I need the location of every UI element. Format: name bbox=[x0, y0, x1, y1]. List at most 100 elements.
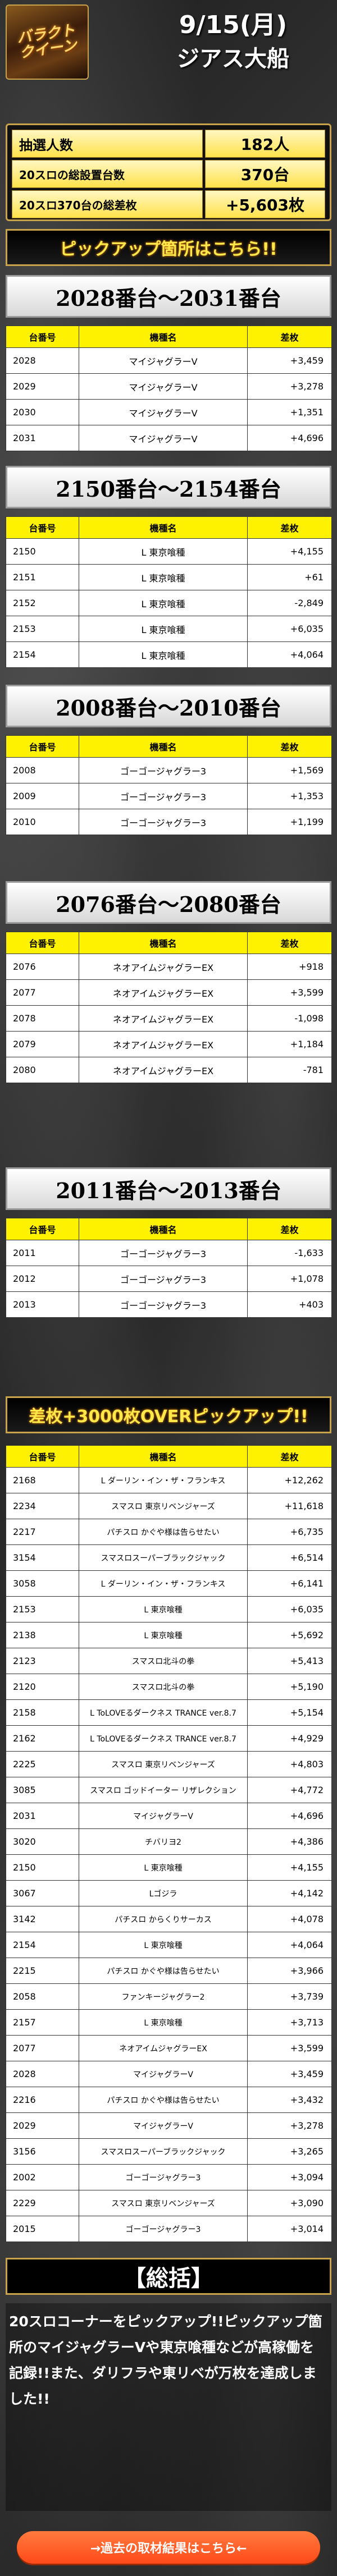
past-results-link[interactable]: →過去の取材結果はこちら← bbox=[17, 2531, 320, 2564]
summary-label: 20スロ370台の総差枚 bbox=[12, 190, 203, 218]
cell-machine: スマスロ ゴッドイーター リザレクション bbox=[79, 1777, 248, 1803]
cell-num: 2152 bbox=[6, 590, 79, 616]
header-diff: 差枚 bbox=[247, 516, 332, 539]
table-row: 2216 パチスロ かぐや様は告らせたい +3,432 bbox=[6, 2087, 332, 2113]
header-machine: 機種名 bbox=[79, 735, 248, 758]
cell-machine: ファンキージャグラー2 bbox=[79, 1983, 248, 2010]
cell-num: 2157 bbox=[6, 2009, 79, 2036]
cell-diff: +4,696 bbox=[247, 425, 332, 451]
cell-machine: L 東京喰種 bbox=[79, 1596, 248, 1622]
table-row: 2079 ネオアイムジャグラーEX +1,184 bbox=[6, 1031, 332, 1057]
table-row: 2015 ゴーゴージャグラー3 +3,014 bbox=[6, 2216, 332, 2242]
cell-machine: ネオアイムジャグラーEX bbox=[79, 1057, 248, 1083]
cell-diff: +1,184 bbox=[247, 1031, 332, 1057]
cell-diff: +6,735 bbox=[247, 1519, 332, 1545]
conclusion-text: 20スロコーナーをピックアップ!!ピックアップ箇所のマイジャグラーVや東京喰種な… bbox=[6, 2303, 331, 2511]
cell-diff: -2,849 bbox=[247, 590, 332, 616]
table-row: 2010 ゴーゴージャグラー3 +1,199 bbox=[6, 809, 332, 835]
table-header-row: 台番号 機種名 差枚 bbox=[6, 1218, 332, 1240]
cell-machine: L 東京喰種 bbox=[79, 641, 248, 668]
table-header-row: 台番号 機種名 差枚 bbox=[6, 1445, 332, 1468]
section-title: 2028番台～2031番台 bbox=[6, 275, 331, 318]
table-row: 2153 L 東京喰種 +6,035 bbox=[6, 616, 332, 642]
header-num: 台番号 bbox=[6, 932, 79, 954]
summary-box: 抽選人数 182人 20スロの総設置台数 370台 20スロ370台の総差枚 +… bbox=[6, 123, 331, 221]
cell-num: 2153 bbox=[6, 616, 79, 642]
section-table: 台番号 機種名 差枚 2011 ゴーゴージャグラー3 -1,633 2012 ゴーゴージャグラ… bbox=[6, 1218, 332, 1318]
cell-num: 2150 bbox=[6, 538, 79, 565]
table-row: 3067 Lゴジラ +4,142 bbox=[6, 1880, 332, 1906]
table-row: 3154 スマスロスーパーブラックジャック +6,514 bbox=[6, 1544, 332, 1571]
over-3000-banner: 差枚+3000枚OVERピックアップ!! bbox=[6, 1396, 331, 1433]
table-row: 2028 マイジャグラーV +3,459 bbox=[6, 2061, 332, 2087]
cell-diff: +4,772 bbox=[247, 1777, 332, 1803]
cell-machine: マイジャグラーV bbox=[79, 373, 248, 400]
cell-diff: +3,739 bbox=[247, 1983, 332, 2010]
cell-diff: -1,633 bbox=[247, 1240, 332, 1266]
cell-num: 2076 bbox=[6, 954, 79, 980]
cell-diff: +4,929 bbox=[247, 1725, 332, 1752]
cell-diff: +5,413 bbox=[247, 1648, 332, 1674]
cell-diff: +3,014 bbox=[247, 2216, 332, 2242]
table-row: 2152 L 東京喰種 -2,849 bbox=[6, 590, 332, 616]
cell-num: 2009 bbox=[6, 783, 79, 809]
header-machine: 機種名 bbox=[79, 1445, 248, 1468]
cell-machine: ゴーゴージャグラー3 bbox=[79, 1266, 248, 1292]
table-row: 2150 L 東京喰種 +4,155 bbox=[6, 1854, 332, 1881]
header-machine: 機種名 bbox=[79, 1218, 248, 1240]
summary-value: +5,603枚 bbox=[205, 190, 325, 218]
section-title: 2008番台～2010番台 bbox=[6, 685, 331, 727]
summary-row: 20スロの総設置台数 370台 bbox=[12, 160, 325, 188]
cell-diff: +61 bbox=[247, 564, 332, 590]
table-row: 2234 スマスロ 東京リベンジャーズ +11,618 bbox=[6, 1493, 332, 1519]
section-table: 台番号 機種名 差枚 2028 マイジャグラーV +3,459 2029 マイジャグラーV +3… bbox=[6, 326, 332, 451]
cell-num: 3142 bbox=[6, 1906, 79, 1932]
header-machine: 機種名 bbox=[79, 932, 248, 954]
pickup-banner: ピックアップ箇所はこちら!! bbox=[6, 229, 331, 266]
cell-diff: +4,064 bbox=[247, 1932, 332, 1958]
table-row: 2168 L ダーリン・イン・ザ・フランキス +12,262 bbox=[6, 1467, 332, 1493]
summary-row: 20スロ370台の総差枚 +5,603枚 bbox=[12, 190, 325, 218]
cell-num: 2015 bbox=[6, 2216, 79, 2242]
cell-num: 2012 bbox=[6, 1266, 79, 1292]
cell-num: 3020 bbox=[6, 1828, 79, 1855]
cell-diff: +3,090 bbox=[247, 2190, 332, 2216]
cell-num: 2123 bbox=[6, 1648, 79, 1674]
store-name: ジアス大船 bbox=[177, 46, 289, 72]
cell-num: 2229 bbox=[6, 2190, 79, 2216]
section-table: 台番号 機種名 差枚 2008 ゴーゴージャグラー3 +1,569 2009 ゴーゴージャグラ… bbox=[6, 735, 332, 835]
cell-machine: チバリヨ2 bbox=[79, 1828, 248, 1855]
cell-diff: +3,599 bbox=[247, 2035, 332, 2061]
cell-machine: ネオアイムジャグラーEX bbox=[79, 954, 248, 980]
table-row: 2028 マイジャグラーV +3,459 bbox=[6, 347, 332, 374]
header-num: 台番号 bbox=[6, 1445, 79, 1468]
cell-machine: ゴーゴージャグラー3 bbox=[79, 783, 248, 809]
cell-num: 2029 bbox=[6, 2112, 79, 2139]
table-row: 2151 L 東京喰種 +61 bbox=[6, 564, 332, 590]
cell-diff: +1,351 bbox=[247, 399, 332, 425]
header-num: 台番号 bbox=[6, 735, 79, 758]
table-row: 2217 パチスロ かぐや様は告らせたい +6,735 bbox=[6, 1519, 332, 1545]
cell-num: 2077 bbox=[6, 2035, 79, 2061]
section-title: 2150番台～2154番台 bbox=[6, 466, 331, 508]
cell-num: 2079 bbox=[6, 1031, 79, 1057]
cell-machine: マイジャグラーV bbox=[79, 1803, 248, 1829]
cell-machine: L 東京喰種 bbox=[79, 564, 248, 590]
cell-machine: パチスロ からくりサーカス bbox=[79, 1906, 248, 1932]
cell-num: 2120 bbox=[6, 1674, 79, 1700]
section-table: 台番号 機種名 差枚 2076 ネオアイムジャグラーEX +918 2077 ネオアイムジャグ… bbox=[6, 932, 332, 1083]
cell-machine: スマスロスーパーブラックジャック bbox=[79, 2138, 248, 2165]
table-row: 3142 パチスロ からくりサーカス +4,078 bbox=[6, 1906, 332, 1932]
cell-num: 2154 bbox=[6, 641, 79, 668]
cell-num: 2138 bbox=[6, 1622, 79, 1648]
section-table: 台番号 機種名 差枚 2150 L 東京喰種 +4,155 2151 L 東京喰種 +61 215… bbox=[6, 516, 332, 668]
table-row: 2158 L ToLOVEるダークネス TRANCE ver.8.7 +5,154 bbox=[6, 1699, 332, 1726]
table-row: 2029 マイジャグラーV +3,278 bbox=[6, 2112, 332, 2139]
cell-num: 2029 bbox=[6, 373, 79, 400]
table-row: 2080 ネオアイムジャグラーEX -781 bbox=[6, 1057, 332, 1083]
cell-machine: ゴーゴージャグラー3 bbox=[79, 757, 248, 783]
cell-num: 3058 bbox=[6, 1570, 79, 1597]
table-row: 2008 ゴーゴージャグラー3 +1,569 bbox=[6, 757, 332, 783]
table-header-row: 台番号 機種名 差枚 bbox=[6, 516, 332, 539]
header-diff: 差枚 bbox=[247, 1445, 332, 1468]
